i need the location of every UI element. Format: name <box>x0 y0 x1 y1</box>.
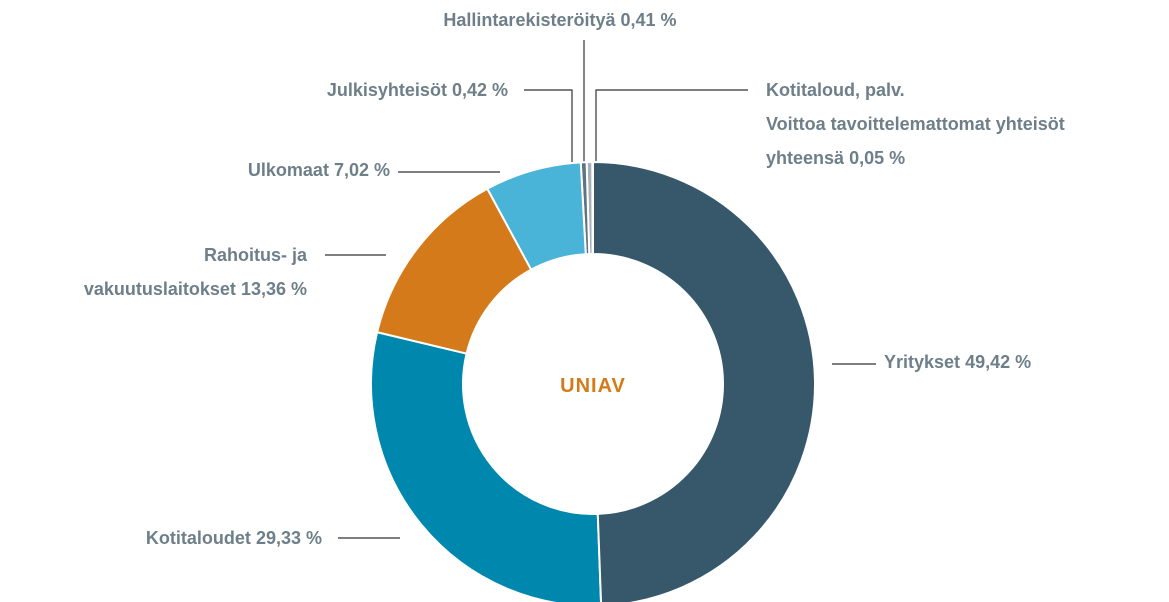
category-name: Yritykset <box>884 352 961 372</box>
category-name: Rahoitus- ja vakuutuslaitokset <box>83 245 307 299</box>
category-name: Kotitaloud, palv. Voittoa tavoittelematt… <box>766 80 1065 168</box>
value-label: 49,42 % <box>965 352 1032 372</box>
donut-slice <box>485 161 587 272</box>
slice-label: Kotitaloud, palv. Voittoa tavoittelematt… <box>766 73 1065 175</box>
category-name: Kotitaloudet <box>145 528 251 548</box>
slice-label: Ulkomaat 7,02 % <box>248 153 390 187</box>
slice-label: Kotitaloudet 29,33 % <box>146 521 322 555</box>
leader-line <box>595 89 748 162</box>
slice-label: Hallintarekisteröityä 0,41 % <box>360 3 760 37</box>
value-label: 0,41 % <box>620 10 677 30</box>
leader-line <box>524 89 573 162</box>
value-label: 0,42 % <box>451 80 508 100</box>
value-label: 13,36 % <box>240 279 307 299</box>
donut-slice <box>375 187 533 355</box>
category-name: Julkisyhteisöt <box>326 80 447 100</box>
category-name: Ulkomaat <box>247 160 329 180</box>
donut-slice <box>592 160 816 602</box>
value-label: 29,33 % <box>255 528 322 548</box>
slice-label: Yritykset 49,42 % <box>884 345 1031 379</box>
donut-slice <box>370 331 603 602</box>
value-label: 0,05 % <box>849 148 906 168</box>
category-name: Hallintarekisteröityä <box>443 10 616 30</box>
slice-label: Rahoitus- ja vakuutuslaitokset 13,36 % <box>84 238 307 306</box>
center-label: UNIAV <box>560 375 626 397</box>
value-label: 7,02 % <box>333 160 390 180</box>
slice-label: Julkisyhteisöt 0,42 % <box>327 73 508 107</box>
